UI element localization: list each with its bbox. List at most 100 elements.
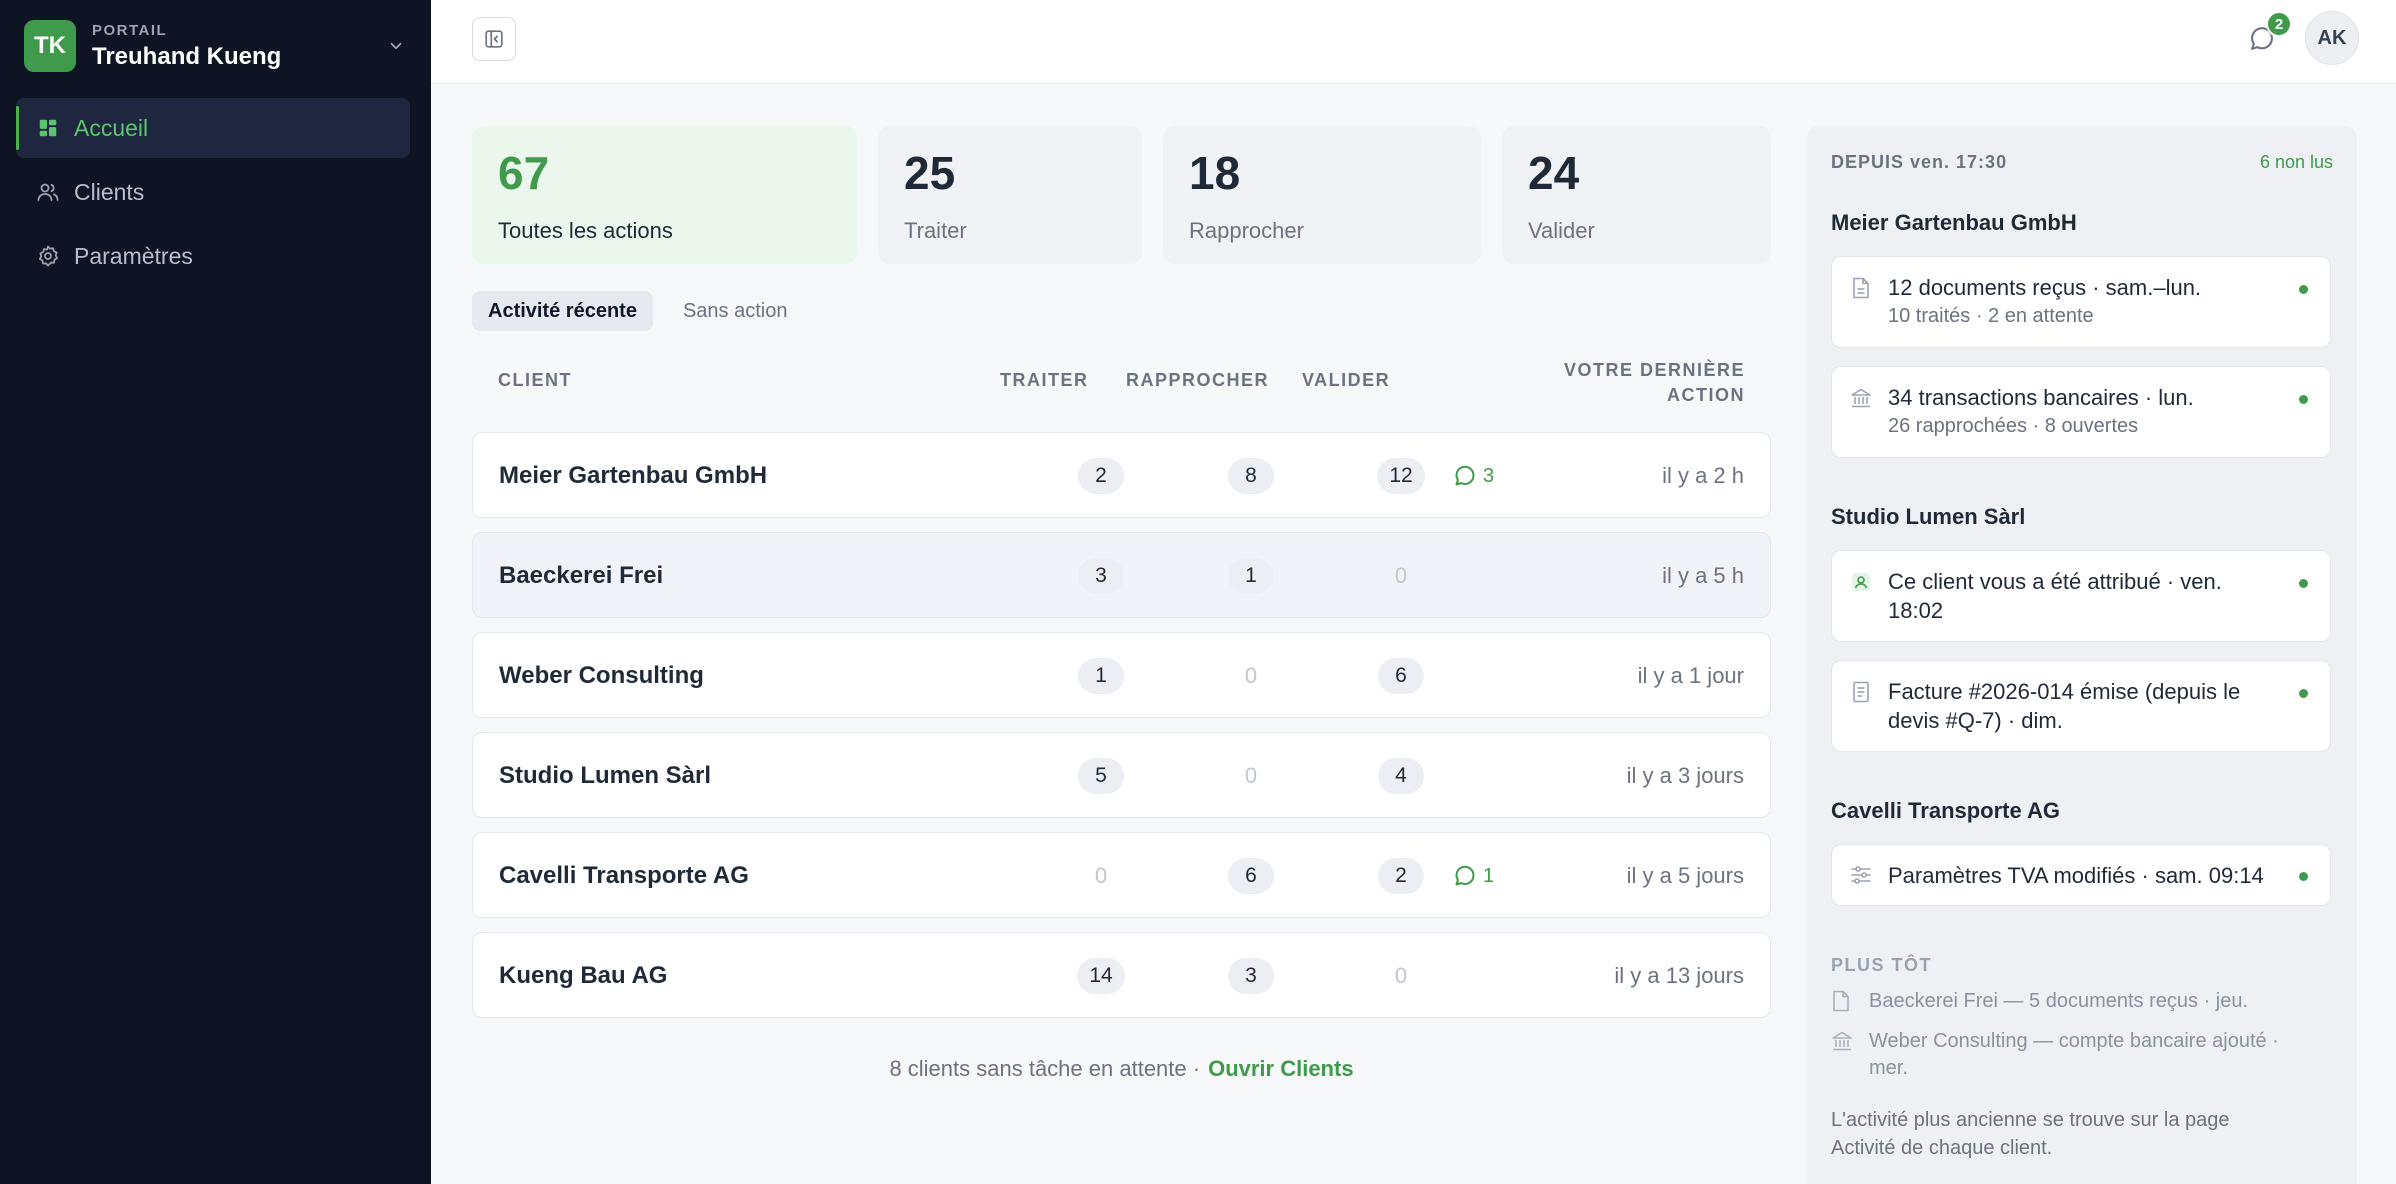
rapprocher-count: 1 (1228, 558, 1274, 594)
unread-count[interactable]: 6 non lus (2259, 152, 2333, 172)
bank-icon (1831, 1030, 1853, 1052)
tab-activite-recente[interactable]: Activité récente (472, 291, 653, 331)
traiter-count: 5 (1078, 758, 1124, 794)
notification-card[interactable]: Ce client vous a été attribué · ven. 18:0… (1831, 550, 2331, 642)
column-header-traiter: TRAITER (1000, 370, 1089, 390)
messages-badge: 2 (2266, 11, 2292, 37)
bank-icon (1850, 387, 1872, 409)
valider-count: 0 (1394, 563, 1408, 588)
table-row[interactable]: Cavelli Transporte AG 0 6 2 1 il y a 5 j… (472, 832, 1771, 918)
sidebar-item-label: Clients (74, 178, 145, 205)
no-task-summary: 8 clients sans tâche en attente · Ouvrir … (889, 1056, 1354, 1081)
last-action: il y a 1 jour (1637, 663, 1744, 688)
stat-label: Rapprocher (1189, 218, 1304, 243)
column-header-rapprocher: RAPPROCHER (1126, 370, 1270, 390)
traiter-count: 2 (1078, 458, 1124, 494)
dashboard-icon (36, 116, 60, 140)
notification-title: 34 transactions bancaires · lun. (1888, 385, 2194, 410)
valider-count: 6 (1378, 658, 1424, 694)
client-name: Cavelli Transporte AG (499, 862, 749, 889)
rapprocher-count: 0 (1244, 663, 1258, 688)
org-logo: TK (24, 20, 76, 72)
chevron-down-icon[interactable] (384, 34, 408, 58)
earlier-title: PLUS TÔT (1831, 955, 1932, 975)
chat-icon (1453, 864, 1477, 888)
traiter-count: 1 (1078, 658, 1124, 694)
sidebar: TK PORTAIL Treuhand Kueng Accueil Client… (0, 0, 431, 1184)
client-name: Kueng Bau AG (499, 962, 668, 989)
unread-dot (2299, 579, 2308, 588)
sidebar-toggle-button[interactable] (472, 17, 516, 61)
stat-value: 67 (498, 147, 550, 199)
table-row[interactable]: Kueng Bau AG 14 3 0 il y a 13 jours (472, 932, 1771, 1018)
last-action: il y a 5 jours (1626, 863, 1744, 888)
activity-panel: DEPUIS ven. 17:30 6 non lus Meier Garten… (1807, 126, 2357, 1184)
traiter-count: 14 (1077, 958, 1125, 994)
org-switcher[interactable]: TK PORTAIL Treuhand Kueng (24, 20, 408, 72)
client-name: Studio Lumen Sàrl (499, 762, 712, 789)
stat-value: 18 (1189, 147, 1241, 199)
user-assign-icon (1850, 571, 1872, 593)
column-header-last-action: VOTRE DERNIÈRE ACTION (1563, 360, 1745, 405)
notification-card[interactable]: 34 transactions bancaires · lun. 26 rapp… (1831, 366, 2331, 458)
table-row[interactable]: Baeckerei Frei 3 1 0 il y a 5 h (472, 532, 1771, 618)
sidebar-item-parametres[interactable]: Paramètres (16, 226, 410, 286)
document-icon (1831, 990, 1853, 1012)
sidebar-item-accueil[interactable]: Accueil (16, 98, 410, 158)
messages-button[interactable]: 2 (2240, 11, 2292, 61)
last-action: il y a 3 jours (1626, 763, 1744, 788)
earlier-item[interactable]: Baeckerei Frei — 5 documents reçus · jeu… (1831, 988, 2331, 1015)
chat-icon (1453, 464, 1477, 488)
stat-label: Toutes les actions (498, 218, 673, 243)
unread-dot (2299, 395, 2308, 404)
sidebar-item-clients[interactable]: Clients (16, 162, 410, 222)
rapprocher-count: 6 (1228, 858, 1274, 894)
valider-count: 12 (1377, 458, 1425, 494)
unread-dot (2299, 285, 2308, 294)
gear-icon (36, 244, 60, 268)
valider-count: 2 (1378, 858, 1424, 894)
users-icon (36, 180, 60, 204)
group-title: Studio Lumen Sàrl (1831, 504, 2026, 529)
earlier-item[interactable]: Weber Consulting — compte bancaire ajout… (1831, 1028, 2331, 1082)
panel-since: DEPUIS ven. 17:30 (1831, 152, 2008, 172)
invoice-icon (1850, 681, 1872, 703)
rapprocher-count: 3 (1228, 958, 1274, 994)
client-name: Weber Consulting (499, 662, 704, 689)
notification-title: Ce client vous a été attribué · ven. 18:0… (1888, 569, 2222, 623)
table-row[interactable]: Meier Gartenbau GmbH 2 8 12 3 il y a 2 h (472, 432, 1771, 518)
notification-title: Paramètres TVA modifiés · sam. 09:14 (1888, 863, 2264, 888)
table-row[interactable]: Weber Consulting 1 0 6 il y a 1 jour (472, 632, 1771, 718)
notification-card[interactable]: 12 documents reçus · sam.–lun. 10 traité… (1831, 256, 2331, 348)
stat-label: Valider (1528, 218, 1595, 243)
valider-count: 0 (1394, 963, 1408, 988)
client-name: Baeckerei Frei (499, 562, 664, 589)
notification-title: 12 documents reçus · sam.–lun. (1888, 275, 2202, 300)
comments-count[interactable]: 1 (1453, 833, 1533, 919)
valider-count: 4 (1378, 758, 1424, 794)
stat-card-traiter[interactable]: 25 Traiter (878, 126, 1142, 264)
unread-dot (2299, 689, 2308, 698)
stat-card-valider[interactable]: 24 Valider (1502, 126, 1771, 264)
column-header-client: CLIENT (498, 370, 572, 390)
sidebar-item-label: Paramètres (74, 242, 193, 269)
open-clients-link[interactable]: Ouvrir Clients (1208, 1056, 1354, 1081)
tab-sans-action[interactable]: Sans action (682, 299, 788, 322)
org-kicker: PORTAIL (92, 21, 168, 39)
notification-card[interactable]: Paramètres TVA modifiés · sam. 09:14 (1831, 844, 2331, 906)
column-header-valider: VALIDER (1302, 370, 1391, 390)
comments-count[interactable]: 3 (1453, 433, 1533, 519)
notification-card[interactable]: Facture #2026-014 émise (depuis le devis … (1831, 660, 2331, 752)
group-title: Cavelli Transporte AG (1831, 798, 2061, 823)
table-row[interactable]: Studio Lumen Sàrl 5 0 4 il y a 3 jours (472, 732, 1771, 818)
avatar[interactable]: AK (2305, 11, 2359, 65)
stat-label: Traiter (904, 218, 967, 243)
last-action: il y a 5 h (1662, 563, 1744, 588)
notification-subtitle: 26 rapprochées · 8 ouvertes (1888, 415, 2139, 437)
sidebar-collapse-icon (485, 30, 503, 48)
rapprocher-count: 8 (1228, 458, 1274, 494)
document-icon (1850, 277, 1872, 299)
stat-card-all[interactable]: 67 Toutes les actions (472, 126, 857, 264)
stat-card-rapprocher[interactable]: 18 Rapprocher (1163, 126, 1481, 264)
notification-subtitle: 10 traités · 2 en attente (1888, 305, 2094, 327)
